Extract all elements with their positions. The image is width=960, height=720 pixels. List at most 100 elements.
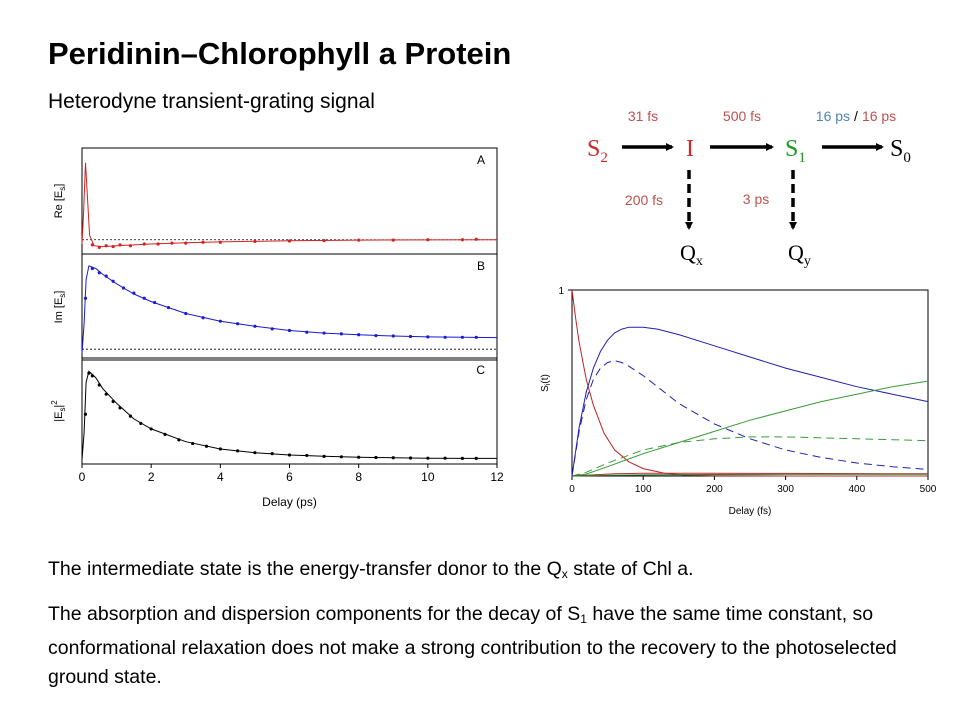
- rate-i-s1: 500 fs: [723, 108, 761, 124]
- transient-grating-chart: A Re [Es] B Im [Es] C |Es|2 0 2 4 6 8 10 12 Delay (ps…: [50, 147, 504, 509]
- data-point: [142, 296, 146, 300]
- data-point: [339, 332, 343, 336]
- data-point: [305, 453, 309, 458]
- panel-letter: A: [477, 153, 485, 167]
- data-point: [322, 238, 326, 243]
- data-point: [270, 452, 274, 456]
- plot-frame: [571, 289, 929, 477]
- series-line: [571, 380, 929, 477]
- data-point: [391, 238, 395, 242]
- panel-ylabel: Im [Es]: [53, 291, 67, 324]
- x-tick-label: 0: [569, 484, 575, 495]
- x-tick-label: 4: [217, 470, 224, 484]
- panel-frame: [81, 253, 498, 361]
- data-point: [218, 319, 222, 323]
- data-point: [184, 311, 188, 316]
- series-line: [571, 472, 929, 477]
- data-point: [253, 239, 257, 244]
- rate-s1-s0: 16 ps/16 ps: [816, 108, 896, 124]
- data-point: [166, 305, 171, 310]
- data-point: [139, 421, 143, 426]
- data-point: [426, 456, 430, 460]
- data-point: [236, 449, 240, 453]
- panel-frame: [81, 147, 498, 255]
- data-point: [83, 412, 88, 416]
- x-tick-label: 300: [777, 484, 794, 495]
- panel-ylabel: |Es|2: [50, 400, 67, 422]
- rate-i-qx: 200 fs: [625, 192, 663, 208]
- data-point: [90, 374, 94, 378]
- data-point: [218, 240, 222, 244]
- data-point: [184, 241, 188, 245]
- x-tick-label: 400: [848, 484, 865, 495]
- data-point: [474, 237, 478, 241]
- data-point: [104, 274, 108, 278]
- panel-fit-line: [81, 162, 498, 248]
- data-point: [305, 330, 309, 334]
- series-line: [571, 436, 929, 477]
- panel-letter: C: [476, 363, 485, 377]
- data-point: [322, 331, 326, 335]
- data-point: [128, 244, 133, 248]
- data-point: [132, 291, 136, 295]
- data-point: [460, 456, 465, 460]
- x-tick-label: 2: [148, 470, 155, 484]
- data-point: [97, 245, 101, 250]
- data-point: [408, 456, 413, 460]
- data-point: [253, 451, 257, 455]
- state-s0: S0: [890, 136, 911, 166]
- data-point: [163, 432, 167, 436]
- state-qx: Qx: [680, 240, 703, 269]
- page-subtitle: Heterodyne transient-grating signal: [48, 90, 375, 113]
- x-tick-label: 0: [79, 470, 86, 484]
- panel-fit-line: [81, 370, 497, 461]
- rate-s1-qy: 3 ps: [743, 191, 769, 207]
- x-tick-label: 12: [490, 470, 504, 484]
- data-point: [111, 244, 115, 249]
- data-point: [322, 454, 326, 458]
- x-tick-label: 10: [421, 470, 435, 484]
- panel-ylabel: Re [Es]: [53, 184, 67, 219]
- kinetic-scheme: 31 fs 500 fs 16 ps/16 ps 200 fs 3 ps S2 …: [587, 108, 911, 269]
- x-tick-label: 100: [635, 484, 652, 495]
- y-tick-label: 1: [558, 286, 564, 297]
- data-point: [474, 456, 478, 460]
- data-point: [408, 334, 413, 339]
- data-point: [104, 392, 108, 396]
- data-point: [121, 286, 126, 290]
- population-chart: 0 100 200 300 400 500 1 Delay (fs) Si(t): [540, 286, 937, 517]
- data-point: [170, 241, 174, 245]
- data-point: [153, 300, 157, 305]
- data-point: [443, 456, 447, 460]
- panel-fit-line: [81, 265, 498, 354]
- data-point: [426, 335, 430, 339]
- panel-frame: [81, 357, 498, 465]
- data-point: [97, 271, 101, 275]
- series-line: [571, 360, 929, 477]
- data-point: [111, 279, 115, 283]
- data-point: [97, 383, 101, 387]
- x-tick-label: 500: [920, 484, 937, 495]
- data-point: [460, 238, 465, 242]
- panel-letter: B: [477, 259, 485, 273]
- x-axis-label: Delay (fs): [729, 506, 772, 517]
- data-point: [201, 316, 205, 320]
- data-point: [357, 333, 361, 337]
- data-point: [104, 244, 108, 248]
- x-axis-label: Delay (ps): [262, 495, 317, 509]
- data-point: [391, 334, 395, 338]
- data-point: [287, 453, 292, 457]
- data-point: [142, 242, 146, 246]
- series-line: [571, 289, 928, 477]
- page-title: Peridinin–Chlorophyll a Protein: [48, 36, 512, 71]
- data-point: [460, 335, 465, 339]
- data-point: [156, 242, 160, 246]
- data-point: [87, 371, 91, 375]
- series-line: [571, 473, 928, 477]
- y-axis-label: Si(t): [540, 374, 552, 392]
- data-point: [391, 456, 395, 460]
- data-point: [201, 240, 205, 244]
- data-point: [374, 455, 378, 460]
- data-point: [426, 238, 430, 242]
- data-point: [287, 239, 292, 243]
